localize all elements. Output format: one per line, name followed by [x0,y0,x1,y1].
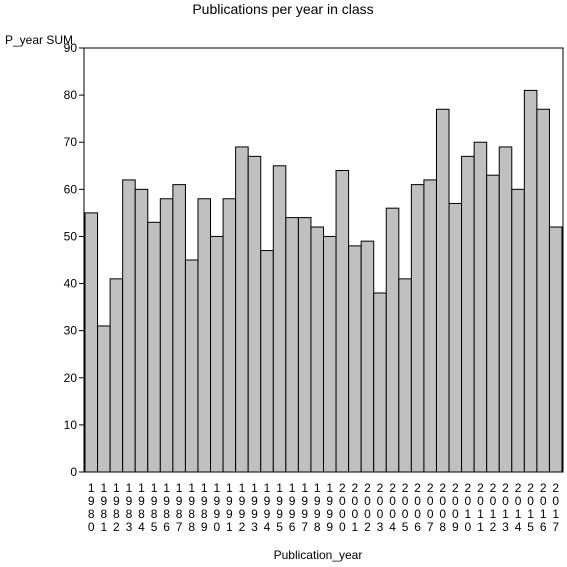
bar-2012 [486,174,500,473]
bar-2003 [373,292,387,473]
bar-2001 [348,245,362,473]
bar-1998 [310,226,324,473]
bar-1989 [197,198,212,473]
bar-2007 [423,179,437,473]
bar-2004 [385,207,400,473]
y-tick-label: 20 [64,371,78,385]
bar-1987 [172,184,186,473]
bar-1994 [260,250,274,473]
x-axis-label: Publication_year [274,548,363,562]
bar-1985 [147,221,161,473]
bars [84,89,563,473]
bar-2002 [360,240,375,473]
y-tick-label: 70 [64,135,78,149]
y-axis: 0 10 20 30 40 50 60 70 80 90 [64,41,84,479]
bar-1983 [122,179,136,473]
y-tick-label: 80 [64,88,78,102]
bar-1993 [247,155,262,473]
x-axis: 1 9 8 0 1 9 8 1 1 9 8 2 1 9 8 3 1 9 8 4 1 9 8 5 1 9 8 6 1 9 8 7 1 9 8 8 1 9 8 9… [88,481,559,534]
bar-1995 [272,165,287,473]
chart-title: Publications per year in class [192,1,373,17]
bar-2016 [536,108,550,473]
y-tick-label: 40 [64,277,78,291]
bar-1996 [285,217,299,473]
bar-2008 [435,108,450,473]
bar-2009 [448,202,463,473]
y-tick-label: 10 [64,418,78,432]
bar-2010 [461,155,475,473]
y-tick-label: 90 [64,41,78,55]
bar-1981 [97,325,111,473]
bar-1992 [235,146,249,473]
bar-1991 [222,198,237,473]
bar-2015 [523,89,538,473]
bar-1982 [109,278,124,473]
y-tick-label: 50 [64,229,78,243]
bar-1984 [134,188,149,473]
bar-1988 [184,259,199,473]
bar-1990 [210,235,224,473]
bar-2006 [410,184,425,473]
y-axis-label: P_year SUM [5,33,73,47]
bar-2013 [498,146,513,473]
y-tick-label: 30 [64,324,78,338]
bar-1997 [297,217,312,473]
bar-2014 [511,188,525,473]
bar-2011 [473,141,488,473]
bar-1999 [323,235,337,473]
bar-1986 [159,198,174,473]
bar-2000 [335,169,350,473]
y-tick-label: 0 [70,465,77,479]
y-tick-label: 60 [64,182,78,196]
bar-2005 [398,278,412,473]
bar-1980 [84,212,99,473]
bar-2017 [548,226,563,473]
